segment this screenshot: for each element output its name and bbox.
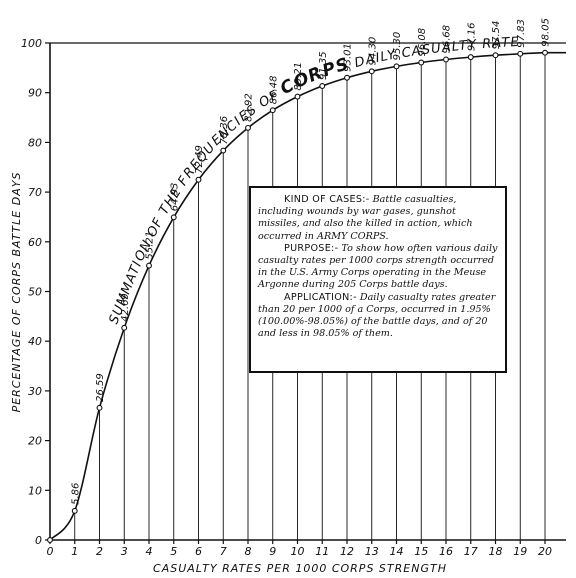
data-label: 95.30 bbox=[392, 32, 403, 61]
x-tick-label: 20 bbox=[538, 545, 552, 558]
x-tick-label: 17 bbox=[464, 545, 478, 558]
x-tick-label: 13 bbox=[365, 545, 379, 558]
y-tick-label: 60 bbox=[28, 236, 42, 249]
data-point bbox=[170, 214, 177, 221]
data-point bbox=[71, 507, 78, 514]
data-label: 96.68 bbox=[442, 25, 453, 54]
x-tick-label: 6 bbox=[195, 545, 202, 558]
data-label: 96.08 bbox=[417, 28, 428, 57]
y-tick-label: 90 bbox=[28, 87, 42, 100]
data-label: 89.21 bbox=[293, 62, 304, 91]
x-tick-label: 14 bbox=[390, 545, 404, 558]
y-tick-label: 30 bbox=[28, 385, 42, 398]
y-tick-label: 80 bbox=[28, 136, 42, 149]
data-label: 97.54 bbox=[491, 21, 502, 50]
x-tick-label: 11 bbox=[315, 545, 329, 558]
x-tick-label: 3 bbox=[121, 545, 128, 558]
data-point bbox=[96, 404, 103, 411]
data-point bbox=[393, 63, 400, 70]
data-point bbox=[418, 59, 425, 66]
data-label: 97.16 bbox=[466, 22, 477, 51]
purpose-paragraph: PURPOSE:- To show how often various dail… bbox=[258, 243, 498, 292]
x-tick-label: 5 bbox=[170, 545, 177, 558]
x-tick-label: 10 bbox=[291, 545, 305, 558]
x-axis-title: CASUALTY RATES PER 1000 CORPS STRENGTH bbox=[153, 562, 447, 575]
data-point bbox=[220, 147, 227, 154]
data-label: 82.92 bbox=[244, 93, 255, 122]
data-point bbox=[245, 124, 251, 131]
data-point bbox=[344, 74, 350, 81]
y-tick-label: 100 bbox=[21, 37, 42, 50]
data-point bbox=[517, 50, 524, 57]
data-label: 97.83 bbox=[516, 19, 527, 48]
x-tick-label: 8 bbox=[245, 545, 252, 558]
data-point bbox=[269, 107, 276, 114]
data-label: 64.93 bbox=[169, 183, 180, 212]
x-tick-labels: 0 1 2 3 4 5 6 7 8 9 10 11 12 13 14 15 16 17 18 19 20 bbox=[47, 540, 552, 558]
data-label: 86.48 bbox=[268, 76, 279, 105]
application-heading: APPLICATION:- bbox=[284, 291, 357, 303]
data-points bbox=[47, 49, 548, 543]
curve-annotation-part2: CORPS bbox=[277, 54, 352, 99]
x-tick-label: 19 bbox=[513, 545, 527, 558]
data-point bbox=[542, 49, 548, 56]
data-label: 78.36 bbox=[219, 116, 230, 145]
y-tick-label: 10 bbox=[28, 484, 42, 497]
data-label: 72.49 bbox=[194, 145, 205, 174]
y-tick-label: 40 bbox=[28, 335, 42, 348]
application-paragraph: APPLICATION:- Daily casualty rates great… bbox=[258, 292, 498, 341]
data-label: 42.69 bbox=[120, 293, 131, 322]
data-label: 93.01 bbox=[343, 43, 354, 72]
y-axis-title: PERCENTAGE OF CORPS BATTLE DAYS bbox=[10, 172, 23, 413]
data-label: 55.21 bbox=[145, 231, 156, 260]
kind-of-cases-paragraph: KIND OF CASES:- Battle casualties, inclu… bbox=[258, 194, 498, 243]
data-point bbox=[467, 54, 474, 61]
data-point bbox=[492, 52, 499, 59]
x-tick-label: 4 bbox=[146, 545, 153, 558]
data-point bbox=[319, 83, 326, 89]
purpose-text: To show how often various daily casualty… bbox=[258, 242, 498, 291]
x-tick-label: 0 bbox=[47, 545, 54, 558]
data-label: 26.59 bbox=[95, 373, 106, 402]
x-tick-label: 18 bbox=[489, 545, 503, 558]
x-tick-label: 16 bbox=[439, 545, 453, 558]
data-point bbox=[146, 262, 152, 269]
data-point bbox=[121, 324, 128, 331]
y-tick-label: 20 bbox=[28, 435, 42, 448]
data-point bbox=[443, 56, 449, 63]
x-tick-label: 9 bbox=[269, 545, 276, 558]
data-label: 91.35 bbox=[318, 51, 329, 80]
data-label: 94.30 bbox=[367, 37, 378, 66]
y-tick-label: 0 bbox=[35, 534, 42, 547]
info-box: KIND OF CASES:- Battle casualties, inclu… bbox=[249, 186, 507, 373]
application-text: Daily casualty rates greater than 20 per… bbox=[258, 291, 496, 340]
x-tick-label: 1 bbox=[71, 545, 78, 558]
kind-of-cases-text: Battle casualties, including wounds by w… bbox=[258, 194, 473, 242]
x-tick-label: 7 bbox=[220, 545, 227, 558]
y-tick-labels: 0 10 20 30 40 50 60 70 80 90 100 bbox=[21, 37, 50, 547]
purpose-heading: PURPOSE:- bbox=[284, 242, 339, 254]
data-point bbox=[195, 176, 202, 183]
data-point bbox=[368, 68, 375, 75]
data-label: 5.86 bbox=[70, 483, 81, 505]
y-tick-label: 50 bbox=[28, 286, 42, 299]
data-point bbox=[47, 537, 53, 543]
y-tick-label: 70 bbox=[28, 186, 42, 199]
data-point bbox=[294, 93, 301, 100]
data-label: 98.05 bbox=[541, 18, 552, 47]
x-tick-label: 15 bbox=[414, 545, 428, 558]
data-labels: 5.86 26.59 42.69 55.21 64.93 72.49 78.36 82.92 8… bbox=[70, 18, 551, 505]
x-tick-label: 12 bbox=[340, 545, 354, 558]
kind-of-cases-heading: KIND OF CASES:- bbox=[284, 194, 370, 205]
x-tick-label: 2 bbox=[96, 545, 103, 558]
